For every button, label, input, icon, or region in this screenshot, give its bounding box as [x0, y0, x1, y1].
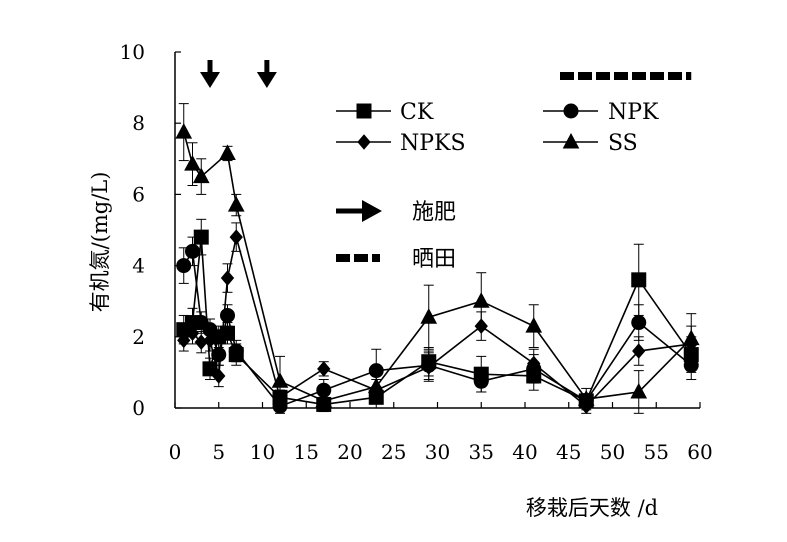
y-tick-label: 6	[132, 182, 145, 206]
data-point	[422, 359, 436, 375]
series-ss	[175, 103, 700, 414]
x-tick-label: 25	[381, 440, 406, 464]
data-point	[227, 196, 245, 212]
data-point	[473, 373, 489, 389]
data-point	[211, 347, 227, 363]
data-point	[630, 382, 648, 399]
x-tick-label: 45	[556, 440, 581, 464]
data-point	[682, 329, 700, 346]
legend-label: SS	[608, 131, 638, 156]
series-line	[183, 237, 692, 406]
y-tick-label: 2	[132, 325, 145, 349]
plot-area: 0 5 10 15 20 25 30 35 40 45 50 55 60 0 2 4 6 8 10	[120, 40, 713, 464]
legend-marker	[563, 103, 579, 119]
data-point	[220, 307, 235, 323]
data-point	[315, 391, 333, 408]
y-tick-label: 10	[120, 40, 145, 64]
data-point	[317, 361, 331, 377]
x-tick-label: 60	[687, 440, 712, 464]
legend-item-npks: NPKS	[336, 131, 466, 156]
x-tick-label: 35	[469, 440, 494, 464]
annotation-layer	[200, 60, 692, 88]
series-layer	[175, 103, 700, 414]
data-point	[577, 390, 595, 406]
x-tick-label: 15	[294, 440, 319, 464]
data-point	[192, 167, 210, 184]
data-point	[229, 229, 243, 245]
data-point	[203, 332, 217, 349]
legend-label: 晒田	[412, 247, 456, 272]
legend-marker	[356, 103, 372, 119]
legend-item-ck: CK	[336, 100, 434, 125]
fertilization-arrow-head	[256, 72, 277, 88]
x-tick-label: 5	[212, 440, 225, 464]
data-point	[631, 272, 647, 288]
legend-item-drying: 晒田	[336, 247, 456, 272]
x-tick-label: 55	[644, 440, 669, 464]
data-point	[527, 355, 541, 372]
x-tick-label: 20	[337, 440, 362, 464]
x-tick-label: 30	[425, 440, 450, 464]
legend-item-npk: NPK	[543, 100, 659, 125]
data-point	[632, 343, 646, 359]
x-tick-label: 0	[169, 440, 182, 464]
data-point	[185, 325, 200, 342]
data-point	[472, 292, 490, 308]
legend-marker	[357, 134, 371, 150]
data-point	[525, 317, 543, 333]
legend-label: CK	[400, 100, 434, 125]
legend-item-ss: SS	[543, 131, 638, 156]
x-axis-title: 移栽后天数 /d	[526, 496, 658, 520]
data-point	[420, 308, 438, 324]
x-tick-label: 10	[250, 440, 275, 464]
x-tick-label: 40	[512, 440, 537, 464]
data-point	[220, 270, 235, 286]
x-tick-label: 50	[600, 440, 625, 464]
legend-arrow-head	[362, 200, 382, 222]
data-point	[177, 332, 191, 349]
y-tick-label: 8	[132, 111, 145, 135]
data-point	[176, 258, 192, 274]
y-axis-title: 有机氮/(mg/L)	[88, 172, 112, 313]
data-point	[212, 368, 226, 384]
fertilization-arrow-head	[200, 72, 220, 88]
y-ticks: 0 2 4 6 8 10	[120, 40, 181, 420]
legend-label: NPK	[608, 100, 659, 125]
data-point	[631, 315, 647, 331]
data-point	[228, 343, 244, 359]
data-point	[185, 243, 200, 259]
legend-label: NPKS	[400, 131, 466, 156]
x-ticks: 0 5 10 15 20 25 30 35 40 45 50 55 60	[169, 402, 713, 464]
series-line	[183, 248, 692, 408]
series-line	[182, 131, 692, 402]
legend-marker	[562, 132, 580, 149]
legend-item-fertilization: 施肥	[336, 200, 456, 225]
data-point	[271, 372, 289, 388]
y-tick-label: 4	[132, 254, 145, 278]
data-point	[219, 144, 236, 160]
data-point	[184, 155, 201, 171]
y-tick-label: 0	[132, 396, 145, 420]
data-point	[367, 377, 385, 394]
legend-label: 施肥	[412, 200, 456, 225]
data-point	[175, 123, 193, 139]
